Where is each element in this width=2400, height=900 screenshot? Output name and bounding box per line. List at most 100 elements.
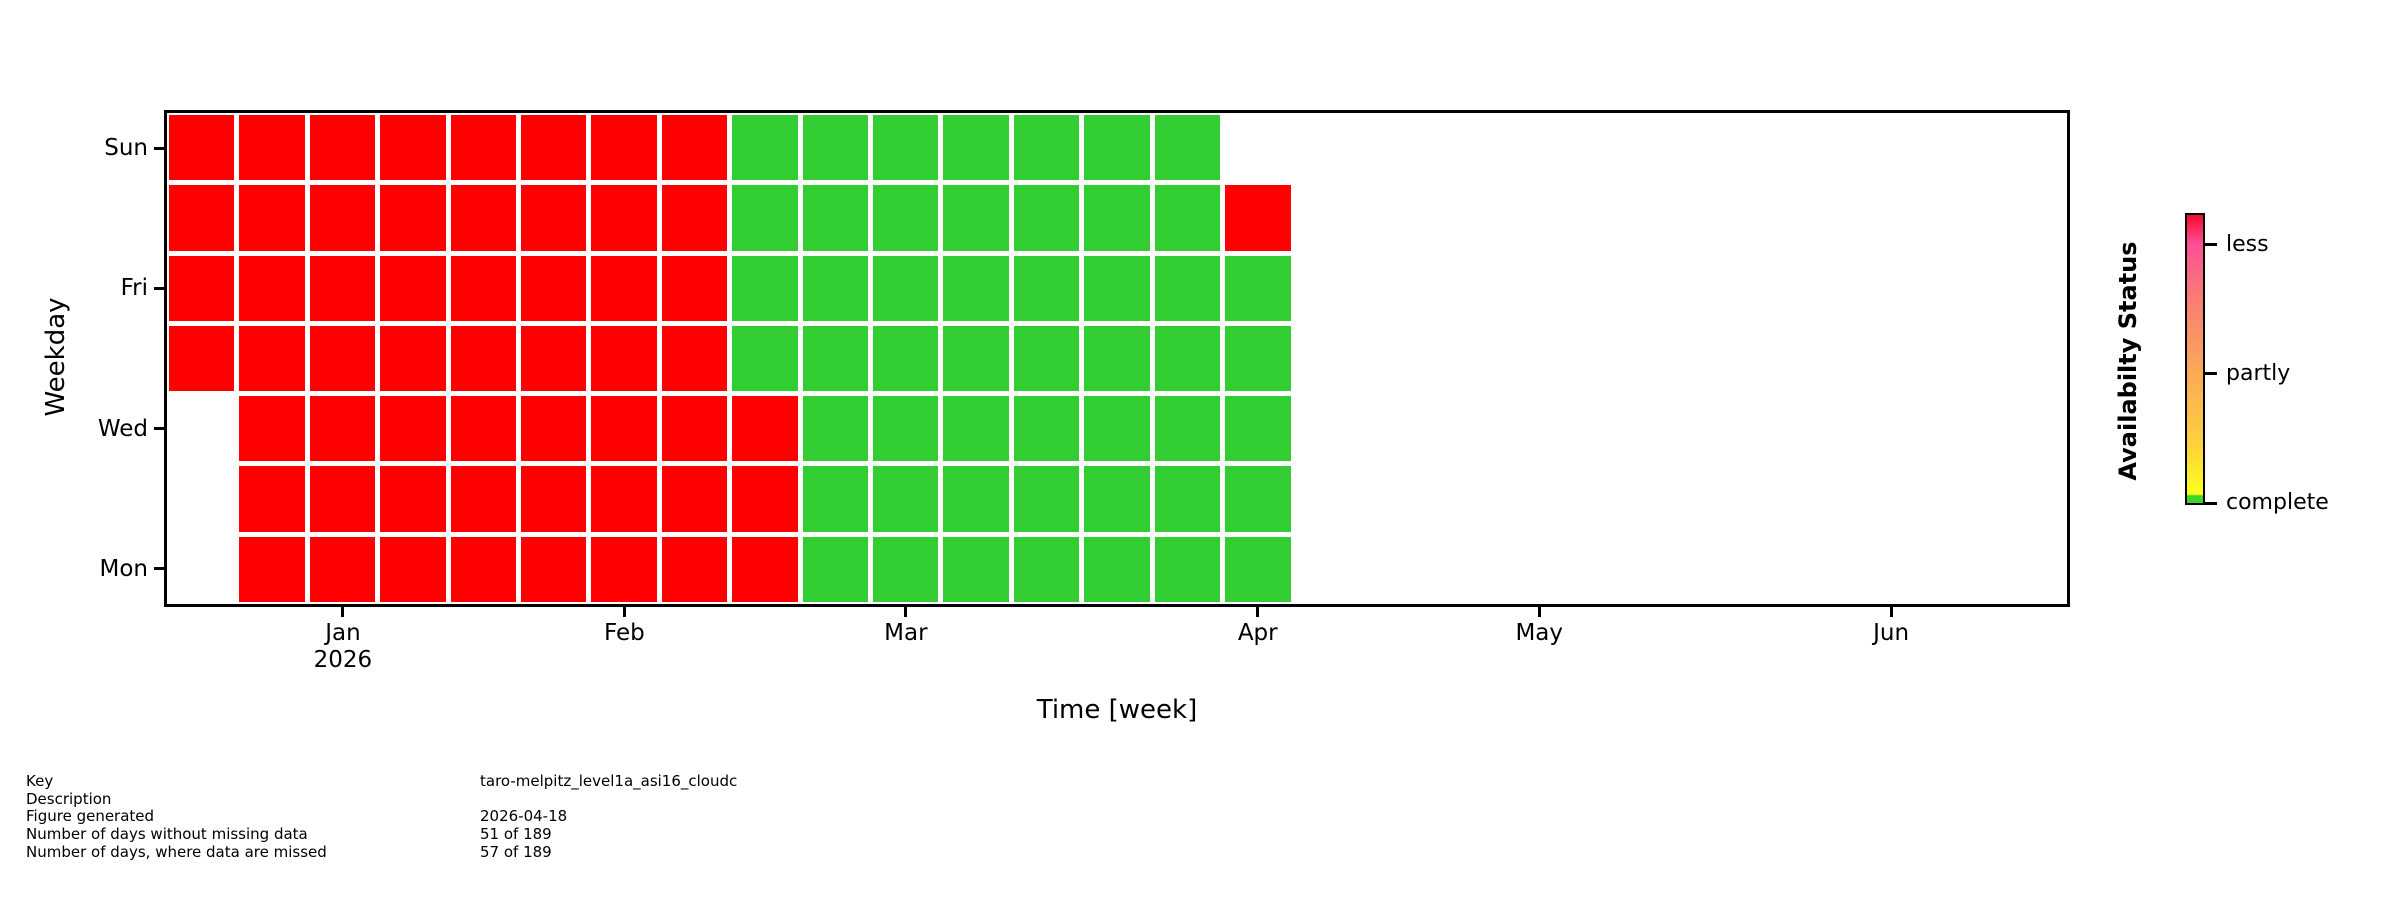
x-tick-sublabel: 2026 [313,647,373,673]
heatmap-cell [1013,255,1080,321]
heatmap-cell [1648,256,1713,321]
heatmap-cell [521,255,587,321]
heatmap-cell [2000,326,2065,391]
heatmap-cell [873,396,939,462]
x-tick-label: Jun [1873,620,1910,646]
heatmap-cell [1648,537,1713,602]
heatmap-cell [1929,185,1994,250]
heatmap-cell [380,115,446,181]
heatmap-cell [1577,396,1642,461]
heatmap-cell [661,325,728,392]
x-tick-mark [1256,607,1260,617]
info-value: 2026-04-18 [480,807,568,826]
heatmap-cell [309,255,376,321]
heatmap-cell [1366,185,1431,250]
heatmap-cell [1718,466,1783,531]
heatmap-cell [1366,256,1431,321]
x-tick-label: Mar [884,620,928,646]
heatmap-cell [1225,466,1291,532]
heatmap-cell [450,325,517,392]
heatmap-cell [309,325,376,392]
info-row: Number of days without missing data 51 of… [26,825,737,844]
y-tick-mark [154,286,164,290]
heatmap-cell [450,396,517,462]
heatmap-cell [239,115,305,181]
heatmap-cell [802,185,869,251]
info-label: Figure generated [26,807,155,826]
heatmap-cell [380,466,446,532]
heatmap-cell [1436,396,1501,461]
heatmap-cell [1154,325,1221,392]
heatmap-cell [1577,537,1642,602]
heatmap-cell [1225,115,1290,180]
heatmap-cell [169,115,235,181]
heatmap-cell [1718,256,1783,321]
heatmap-cell [1929,326,1994,391]
heatmap-cell [169,185,235,251]
heatmap-cell [1859,537,1924,602]
heatmap-cell [1366,326,1431,391]
heatmap-cell [1507,256,1572,321]
heatmap-cell [591,185,657,251]
heatmap-cell [1859,256,1924,321]
heatmap-cell [591,466,657,532]
info-row: Description [26,790,737,809]
info-value: taro-melpitz_level1a_asi16_cloudc [480,772,738,790]
heatmap-cell [943,466,1009,532]
heatmap-cell [873,325,939,392]
heatmap-cell [802,466,869,532]
heatmap-cell [239,325,305,392]
heatmap-cell [1154,396,1221,462]
info-value: 57 of 189 [480,842,552,861]
heatmap-cell [2000,466,2065,531]
heatmap-cell [1929,537,1994,602]
heatmap-cell [1013,325,1080,392]
heatmap-cell [1154,185,1221,251]
heatmap-cell [1013,466,1080,532]
heatmap-cell [802,325,869,392]
heatmap-grid [167,113,2067,604]
heatmap-cell [873,466,939,532]
info-label: Key [26,772,54,790]
heatmap-cell [943,185,1009,251]
heatmap-cell [1154,536,1221,602]
heatmap-cell [239,185,305,251]
heatmap-cell [1366,537,1431,602]
heatmap-cell [591,396,657,462]
heatmap-cell [1296,396,1361,461]
heatmap-cell [1013,396,1080,462]
heatmap-cell [661,185,728,251]
heatmap-cell [1084,185,1150,251]
heatmap-cell [1084,396,1150,462]
heatmap-cell [1084,255,1150,321]
info-row: Number of days, where data are missed 57 … [26,842,737,862]
heatmap-cell [1859,115,1924,180]
heatmap-cell [1859,466,1924,531]
info-label: Number of days, where data are missed [26,842,327,861]
colorbar [2185,213,2205,505]
heatmap-cell [1577,256,1642,321]
heatmap-cell [1718,185,1783,250]
heatmap-cell [732,185,798,251]
heatmap-cell [873,536,939,602]
heatmap-cell [450,255,517,321]
heatmap-cell [1013,536,1080,602]
heatmap-cell [450,115,517,181]
y-tick-mark [154,146,164,150]
heatmap-cell [802,115,869,181]
x-tick-mark [904,607,908,617]
heatmap-cell [2000,115,2065,180]
colorbar-tick-label: complete [2226,490,2329,515]
heatmap-cell [450,536,517,602]
x-tick-mark [341,607,345,617]
heatmap-cell [873,185,939,251]
heatmap-cell [1577,115,1642,180]
heatmap-cell [802,255,869,321]
heatmap-cell [1788,115,1853,180]
heatmap-cell [1788,396,1853,461]
heatmap-cell [380,185,446,251]
y-tick-mark [154,567,164,571]
heatmap-cell [591,255,657,321]
heatmap-cell [591,325,657,392]
